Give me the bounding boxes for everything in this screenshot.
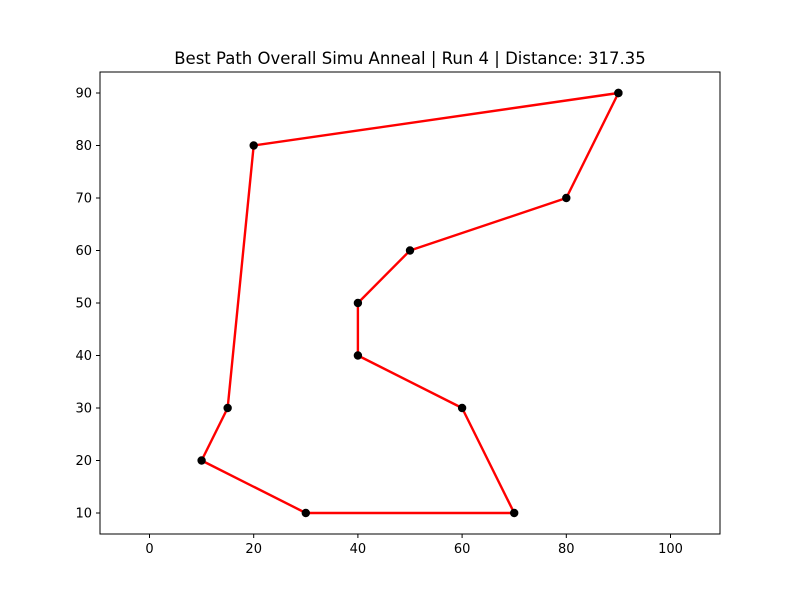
city-point <box>353 298 363 308</box>
city-point <box>353 351 363 360</box>
x-axis: 0 20 40 60 80 100 <box>145 534 683 557</box>
point-layer <box>197 88 623 518</box>
y-tick-label: 40 <box>75 349 92 364</box>
city-point <box>614 88 623 98</box>
city-point <box>510 508 519 518</box>
city-point <box>405 246 415 255</box>
path-segment <box>356 249 412 305</box>
y-tick-label: 10 <box>75 507 92 522</box>
y-tick-label: 70 <box>75 192 92 207</box>
y-tick-label: 90 <box>75 87 92 102</box>
x-tick-label: 100 <box>658 542 683 557</box>
city-point <box>197 456 206 465</box>
city-point <box>249 141 258 150</box>
y-tick-label: 30 <box>75 402 92 417</box>
x-tick-label: 40 <box>350 542 367 557</box>
path-layer <box>200 91 620 515</box>
city-point <box>562 193 571 203</box>
y-tick-label: 60 <box>75 244 92 259</box>
path-segment <box>460 406 516 515</box>
plot-area: 0 20 40 60 80 100 10 20 30 40 50 60 70 80 90 <box>75 71 721 557</box>
path-segment <box>252 91 620 147</box>
city-point <box>223 403 232 413</box>
x-tick-label: 0 <box>145 542 153 557</box>
x-tick-label: 20 <box>245 542 262 557</box>
path-segment <box>408 196 568 252</box>
city-point <box>301 508 310 518</box>
chart-title: Best Path Overall Simu Anneal | Run 4 | … <box>174 49 646 68</box>
city-point <box>457 403 467 413</box>
y-tick-label: 80 <box>75 139 92 154</box>
path-segment <box>356 354 464 410</box>
path-segment <box>200 406 229 462</box>
path-segment <box>200 459 307 515</box>
y-tick-label: 20 <box>75 454 92 469</box>
path-segment <box>226 144 255 410</box>
path-segment <box>565 91 620 200</box>
x-tick-label: 80 <box>558 542 575 557</box>
y-axis: 10 20 30 40 50 60 70 80 90 <box>75 87 100 522</box>
y-tick-label: 50 <box>75 297 92 312</box>
x-tick-label: 60 <box>454 542 471 557</box>
